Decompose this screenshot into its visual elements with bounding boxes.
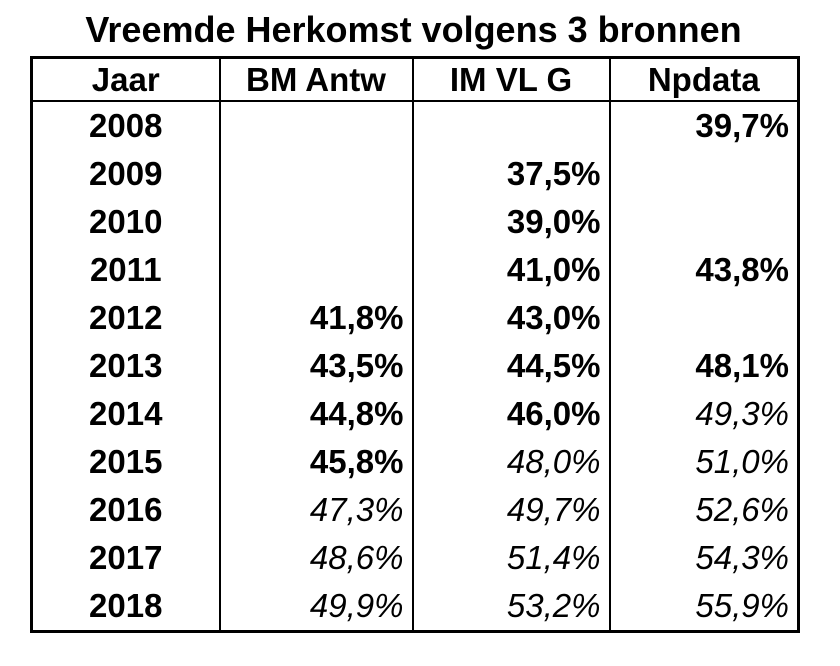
value-cell: 39,7% [608,101,799,151]
value-cell [608,294,799,343]
value-cell: 48,6% [218,534,413,583]
year-cell: 2017 [89,539,163,577]
value-cell [608,198,799,247]
year-cell: 2012 [89,299,163,337]
year-cell: 2014 [89,395,163,433]
value-cell: 49,7% [411,486,610,535]
value-cell: 52,6% [608,486,799,535]
table-row: 2010 39,0% [32,198,799,247]
value-cell: 45,8% [218,438,413,487]
table-row: 2017 48,6% 51,4% 54,3% [32,534,799,583]
value-cell [218,246,413,295]
value-cell: 53,2% [411,582,610,632]
column-header-npdata: Npdata [608,57,799,103]
value-cell: 48,1% [608,342,799,391]
value-cell: 37,5% [411,150,610,199]
value-cell [218,101,413,151]
year-cell: 2008 [89,107,163,145]
table-row: 2013 43,5% 44,5% 48,1% [32,342,799,391]
table-row: 2008 39,7% [32,101,799,151]
value-cell: 49,3% [608,390,799,439]
column-header-jaar: Jaar [31,57,220,103]
value-cell: 41,8% [218,294,413,343]
year-cell: 2009 [89,155,163,193]
value-cell: 43,8% [608,246,799,295]
value-cell [218,198,413,247]
value-cell: 46,0% [411,390,610,439]
table-row: 2009 37,5% [32,150,799,199]
value-cell [608,150,799,199]
year-cell: 2015 [89,443,163,481]
column-header-bm-antw: BM Antw [218,57,413,103]
value-cell: 51,4% [411,534,610,583]
table-row: 2018 49,9% 53,2% 55,9% [32,582,799,632]
column-header-im-vl-g: IM VL G [411,57,610,103]
value-cell [411,101,610,151]
value-cell: 41,0% [411,246,610,295]
data-table: Jaar BM Antw IM VL G Npdata 2008 39,7% 200… [30,56,800,634]
year-cell: 2010 [89,203,163,241]
value-cell: 43,5% [218,342,413,391]
value-cell: 49,9% [218,582,413,632]
value-cell: 51,0% [608,438,799,487]
value-cell: 39,0% [411,198,610,247]
value-cell: 54,3% [608,534,799,583]
page: Vreemde Herkomst volgens 3 bronnen Jaar … [30,0,800,634]
year-cell: 2018 [89,587,163,625]
table-row: 2015 45,8% 48,0% 51,0% [32,438,799,487]
header-row: Jaar BM Antw IM VL G Npdata [31,57,799,103]
table-title: Vreemde Herkomst volgens 3 bronnen [85,9,742,50]
table-row: 2016 47,3% 49,7% 52,6% [32,486,799,535]
table-row: 2014 44,8% 46,0% 49,3% [32,390,799,439]
value-cell: 43,0% [411,294,610,343]
table-row: 2012 41,8% 43,0% [32,294,799,343]
value-cell: 55,9% [608,582,799,632]
value-cell: 48,0% [411,438,610,487]
value-cell: 44,8% [218,390,413,439]
year-cell: 2011 [89,251,162,289]
table-header: Jaar BM Antw IM VL G Npdata [31,57,799,103]
value-cell: 44,5% [411,342,610,391]
table-row: 2011 41,0% 43,8% [32,246,799,295]
year-cell: 2016 [89,491,163,529]
value-cell [218,150,413,199]
value-cell: 47,3% [218,486,413,535]
table-body: 2008 39,7% 2009 37,5% 2010 39,0% 2011 41,0% 43,8… [32,101,799,632]
year-cell: 2013 [89,347,163,385]
